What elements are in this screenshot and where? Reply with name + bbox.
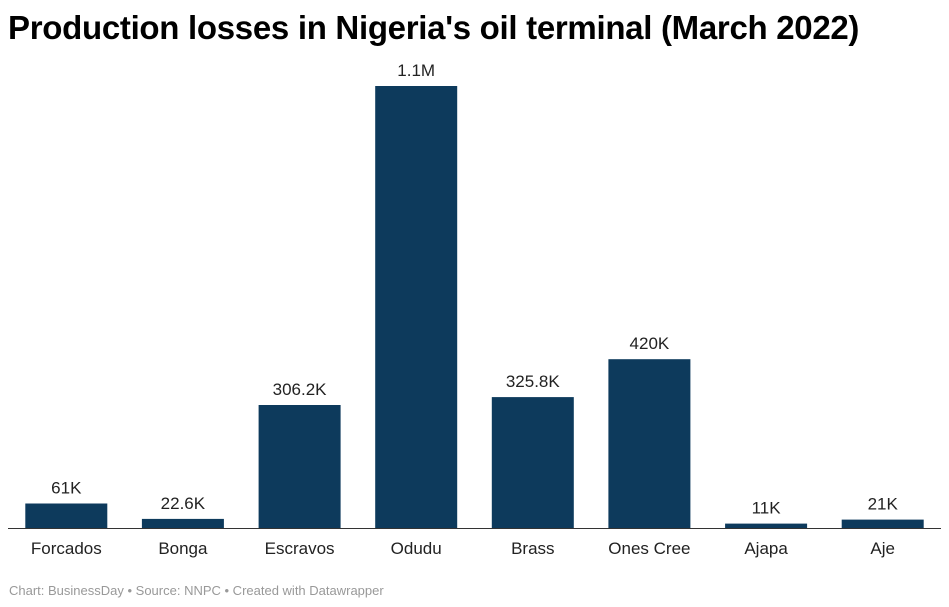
category-label-aje: Aje [870,539,895,558]
value-label-ones-cree: 420K [630,334,670,353]
value-label-ajapa: 11K [752,499,782,518]
value-label-escravos: 306.2K [273,380,328,399]
bar-aje [841,519,924,528]
category-label-forcados: Forcados [31,539,102,558]
chart-footer: Chart: BusinessDay • Source: NNPC • Crea… [9,583,384,598]
value-label-forcados: 61K [51,479,82,498]
category-label-ones-cree: Ones Cree [608,539,690,558]
category-label-ajapa: Ajapa [744,539,788,558]
category-label-brass: Brass [511,539,554,558]
bar-odudu [375,86,458,528]
category-label-escravos: Escravos [265,539,335,558]
bar-bonga [141,518,224,528]
bar-escravos [258,405,341,528]
bar-ajapa [725,523,808,528]
bars-layer [25,86,924,528]
value-label-odudu: 1.1M [397,61,435,80]
bar-ones-cree [608,359,691,528]
value-label-aje: 21K [868,495,899,514]
category-label-odudu: Odudu [391,539,442,558]
value-labels-layer: 61K 22.6K 306.2K 1.1M 325.8K 420K 11K 21K [51,61,898,518]
bar-forcados [25,503,108,528]
chart-title: Production losses in Nigeria's oil termi… [8,9,860,46]
value-label-bonga: 22.6K [161,494,206,513]
bar-brass [491,397,574,528]
category-labels-layer: Forcados Bonga Escravos Odudu Brass Ones Cree… [31,539,895,558]
category-label-bonga: Bonga [158,539,208,558]
value-label-brass: 325.8K [506,372,561,391]
